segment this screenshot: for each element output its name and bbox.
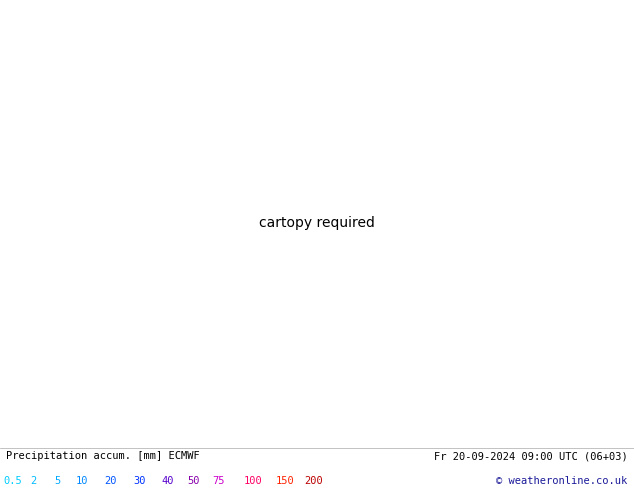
Text: 50: 50 [187, 476, 200, 487]
Text: 0.5: 0.5 [3, 476, 22, 487]
Text: 200: 200 [304, 476, 323, 487]
Text: 5: 5 [54, 476, 60, 487]
Text: 75: 75 [212, 476, 225, 487]
Text: Fr 20-09-2024 09:00 UTC (06+03): Fr 20-09-2024 09:00 UTC (06+03) [434, 451, 628, 461]
Text: Precipitation accum. [mm] ECMWF: Precipitation accum. [mm] ECMWF [6, 451, 200, 461]
Text: 10: 10 [76, 476, 89, 487]
Text: 20: 20 [105, 476, 117, 487]
Text: 30: 30 [133, 476, 146, 487]
Text: 100: 100 [244, 476, 263, 487]
Text: cartopy required: cartopy required [259, 216, 375, 230]
Text: © weatheronline.co.uk: © weatheronline.co.uk [496, 476, 628, 487]
Text: 40: 40 [162, 476, 174, 487]
Text: 150: 150 [276, 476, 295, 487]
Text: 2: 2 [30, 476, 37, 487]
